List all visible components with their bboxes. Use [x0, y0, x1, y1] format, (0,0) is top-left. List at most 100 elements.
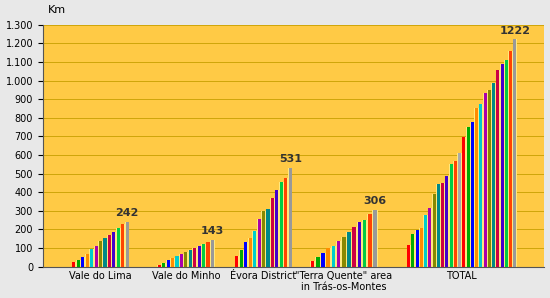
Text: 306: 306 — [364, 196, 387, 206]
Bar — [184, 252, 188, 267]
Bar — [81, 257, 84, 267]
Bar — [43, 248, 544, 267]
Bar — [253, 231, 256, 267]
Bar — [249, 238, 252, 267]
Bar — [466, 127, 470, 267]
Bar — [446, 176, 448, 267]
Bar — [471, 122, 474, 267]
Bar — [43, 62, 544, 80]
Text: 531: 531 — [279, 154, 302, 164]
Bar — [449, 164, 453, 267]
Bar — [271, 198, 274, 267]
Bar — [321, 253, 325, 267]
Bar — [211, 240, 214, 267]
Bar — [496, 70, 499, 267]
Bar — [407, 245, 410, 267]
Bar — [43, 136, 544, 155]
Text: 1222: 1222 — [499, 26, 530, 36]
Bar — [513, 39, 516, 267]
Bar — [347, 232, 351, 267]
Polygon shape — [72, 222, 129, 267]
Bar — [424, 215, 427, 267]
Bar — [311, 261, 315, 267]
Bar — [244, 242, 248, 267]
Bar — [43, 192, 544, 211]
Bar — [235, 256, 239, 267]
Bar — [342, 237, 345, 267]
Polygon shape — [310, 210, 378, 267]
Bar — [475, 108, 478, 267]
Bar — [162, 263, 165, 267]
Bar — [117, 228, 120, 267]
Bar — [73, 262, 75, 267]
Polygon shape — [406, 39, 517, 267]
Bar — [175, 256, 179, 267]
Bar — [43, 43, 544, 62]
Bar — [454, 161, 457, 267]
Bar — [267, 209, 270, 267]
Bar — [95, 246, 98, 267]
Bar — [420, 228, 423, 267]
Bar — [197, 246, 201, 267]
Bar — [112, 232, 115, 267]
Bar — [43, 229, 544, 248]
Text: 242: 242 — [116, 208, 139, 218]
Bar — [358, 222, 361, 267]
Bar — [171, 258, 174, 267]
Bar — [437, 184, 440, 267]
Bar — [280, 182, 283, 267]
Bar — [483, 93, 487, 267]
Bar — [167, 260, 169, 267]
Bar — [500, 64, 503, 267]
Bar — [337, 241, 340, 267]
Bar — [86, 254, 89, 267]
Polygon shape — [235, 168, 293, 267]
Bar — [193, 248, 196, 267]
Bar — [189, 250, 192, 267]
Bar — [441, 183, 444, 267]
Bar — [43, 174, 544, 192]
Bar — [257, 219, 261, 267]
Bar — [121, 224, 124, 267]
Bar — [284, 178, 287, 267]
Bar — [262, 211, 265, 267]
Polygon shape — [157, 240, 215, 267]
Bar — [158, 265, 161, 267]
Bar — [492, 83, 495, 267]
Bar — [332, 246, 335, 267]
Bar — [353, 227, 356, 267]
Bar — [428, 208, 431, 267]
Bar — [77, 260, 80, 267]
Bar — [416, 230, 419, 267]
Bar — [99, 241, 102, 267]
Bar — [458, 153, 461, 267]
Bar — [180, 254, 183, 267]
Bar — [463, 137, 465, 267]
Bar — [90, 249, 94, 267]
Bar — [505, 60, 508, 267]
Bar — [363, 220, 366, 267]
Bar — [206, 242, 210, 267]
Bar — [43, 99, 544, 118]
Bar — [108, 235, 111, 267]
Bar — [289, 168, 292, 267]
Bar — [43, 211, 544, 229]
Bar — [411, 234, 414, 267]
Bar — [373, 210, 377, 267]
Bar — [326, 248, 330, 267]
Text: 143: 143 — [201, 226, 224, 236]
Bar — [43, 80, 544, 99]
Bar — [368, 214, 372, 267]
Bar — [433, 193, 436, 267]
Bar — [103, 238, 107, 267]
Text: Km: Km — [48, 5, 66, 15]
Bar — [240, 250, 243, 267]
Bar — [125, 222, 129, 267]
Bar — [276, 190, 278, 267]
Bar — [43, 155, 544, 174]
Bar — [509, 51, 512, 267]
Bar — [479, 104, 482, 267]
Bar — [202, 244, 205, 267]
Bar — [43, 25, 544, 43]
Bar — [316, 257, 320, 267]
